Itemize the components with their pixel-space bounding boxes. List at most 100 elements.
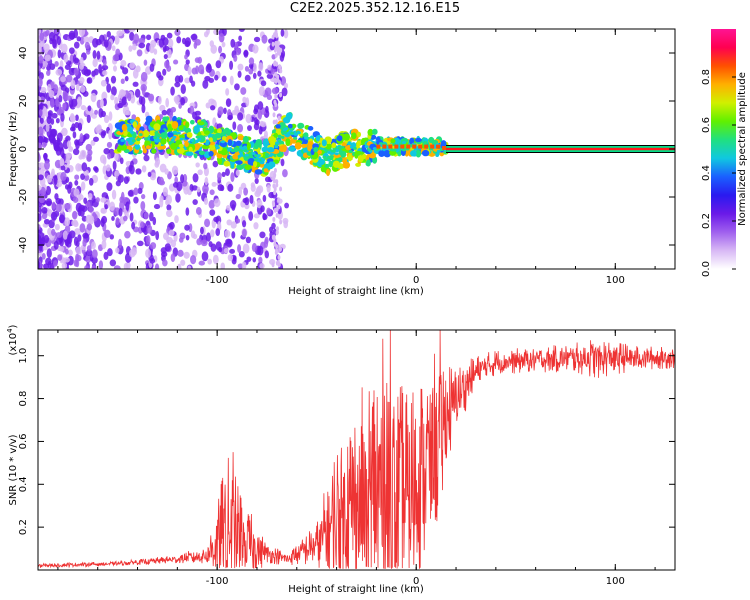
spectrogram-noise-cell xyxy=(189,105,195,115)
spectrogram-noise-cell xyxy=(143,212,149,220)
spectrogram-band-cell xyxy=(166,132,174,138)
spectrogram-noise-cell xyxy=(187,265,192,269)
spectrogram-peak-cell xyxy=(154,131,159,135)
spectrogram-noise-cell xyxy=(249,194,254,204)
spectrogram-noise-cell xyxy=(45,29,50,36)
spectrogram-noise-cell xyxy=(43,218,50,225)
spectrogram-noise-cell xyxy=(41,253,46,260)
spectrogram-noise-cell xyxy=(257,101,264,111)
spectrogram-noise-cell xyxy=(162,45,170,52)
spectrogram-band-cell xyxy=(179,134,186,139)
spectrogram-peak-cell xyxy=(228,147,233,151)
spectrogram-noise-cell xyxy=(162,259,168,267)
spectrogram-noise-cell xyxy=(98,64,102,74)
spectrogram-noise-cell xyxy=(160,251,168,258)
spectrogram-band-cell xyxy=(142,129,150,138)
spectrogram-noise-cell xyxy=(208,241,213,248)
spectrogram-noise-cell xyxy=(79,223,86,233)
spectrogram-noise-cell xyxy=(217,106,224,116)
spectrogram-noise-cell xyxy=(87,192,93,200)
spectrogram-noise-cell xyxy=(242,243,250,254)
spectrogram-noise-cell xyxy=(63,53,69,63)
spectrogram-noise-cell xyxy=(115,180,121,187)
spectrogram-noise-cell xyxy=(38,224,41,230)
spectrogram-noise-cell xyxy=(231,204,236,211)
spectrogram-noise-cell xyxy=(133,196,139,204)
spectrogram-noise-cell xyxy=(75,246,83,255)
spectrogram-noise-cell xyxy=(244,74,251,82)
spectrogram-band-cell xyxy=(273,132,279,138)
spectrogram-ticks: -100 0 100 -40 -20 0 20 40 xyxy=(18,29,675,286)
spectrogram-peak-cell xyxy=(136,138,141,142)
spectrogram-noise-cell xyxy=(188,223,193,233)
spectrogram-peak-cell xyxy=(327,151,332,155)
spectrogram-band-cell xyxy=(223,160,231,167)
spectrogram-noise-cell xyxy=(67,255,74,266)
spectrogram-band-cell xyxy=(415,149,422,158)
snr-x-tick-label: -100 xyxy=(206,576,229,587)
spectrogram-noise-cell xyxy=(103,229,111,238)
spectrogram-noise-cell xyxy=(152,216,157,226)
spectrogram-noise-cell xyxy=(92,50,97,59)
spectrogram-noise-cell xyxy=(178,237,184,243)
spectrogram-noise-cell xyxy=(248,63,254,69)
spectrogram-noise-cell xyxy=(258,86,265,97)
spectrogram-band-cell xyxy=(145,115,153,123)
spectrogram-noise-cell xyxy=(217,220,222,230)
spectrogram-noise-cell xyxy=(276,259,280,265)
spectrogram-band-cell xyxy=(244,164,252,171)
spectrogram-noise-cell xyxy=(227,114,233,121)
spectrogram-noise-cell xyxy=(121,96,127,106)
spectrogram-noise-cell xyxy=(88,205,94,213)
spectrogram-noise-cell xyxy=(47,83,52,93)
spectrogram-noise-cell xyxy=(235,48,242,56)
spectrogram-noise-cell xyxy=(178,103,182,109)
spectrogram-noise-cell xyxy=(238,29,245,33)
spectrogram-noise-cell xyxy=(43,43,50,52)
spectrogram-noise-cell xyxy=(154,263,160,269)
spectrogram-noise-cell xyxy=(85,255,92,264)
spectrogram-noise-cell xyxy=(279,186,283,192)
spectrogram-noise-cell xyxy=(64,248,69,255)
spectrogram-noise-cell xyxy=(131,114,137,121)
spectrogram-band-cell xyxy=(224,127,230,135)
spectrogram-peak-cell xyxy=(290,131,295,135)
spectrogram-noise-cell xyxy=(115,247,120,254)
spectrogram-noise-cell xyxy=(86,77,91,84)
spectrogram-noise-cell xyxy=(208,199,215,209)
spectrogram-noise-cell xyxy=(187,189,192,196)
spectrogram-peak-cell xyxy=(293,136,298,140)
spectrogram-noise-cell xyxy=(209,209,216,216)
spectrogram-band-cell xyxy=(378,150,386,157)
spectrogram-band-cell xyxy=(410,150,417,157)
spectrogram-noise-cell xyxy=(138,95,143,105)
spectrogram-band-cell xyxy=(357,155,364,163)
spectrogram-noise-cell xyxy=(237,244,242,253)
spectrogram-noise-cell xyxy=(166,32,173,39)
spectrogram-band-cell xyxy=(315,135,321,142)
spectrogram-band-cell xyxy=(347,141,352,146)
spectrogram-noise-cell xyxy=(273,190,277,196)
snr-x-tick-label: 100 xyxy=(606,576,625,587)
spectrogram-noise-cell xyxy=(143,59,148,66)
spectrogram-noise-cell xyxy=(100,131,106,139)
spectrogram-noise-cell xyxy=(243,49,249,58)
spectrogram-noise-cell xyxy=(180,174,185,184)
spectrogram-peak-cell xyxy=(251,151,256,155)
spectrogram-noise-cell xyxy=(220,262,226,269)
spectrogram-noise-cell xyxy=(106,83,112,93)
spectrogram-noise-cell xyxy=(245,236,251,244)
spectrogram-noise-cell xyxy=(59,214,65,224)
spectrogram-noise-cell xyxy=(191,185,198,191)
spectrogram-noise-cell xyxy=(50,118,55,125)
spectrogram-noise-cell xyxy=(168,229,175,237)
spectrogram-noise-cell xyxy=(91,265,97,269)
spectrogram-noise-cell xyxy=(75,253,80,263)
spectrogram-noise-cell xyxy=(147,93,155,102)
tone-segment xyxy=(400,144,405,149)
spectrogram-band-cell xyxy=(253,160,258,168)
spectrogram-band-cell xyxy=(149,130,157,136)
spectrogram-noise-cell xyxy=(64,203,71,210)
spectrogram-peak-cell xyxy=(335,149,340,153)
spectrogram-noise-cell xyxy=(280,76,287,86)
